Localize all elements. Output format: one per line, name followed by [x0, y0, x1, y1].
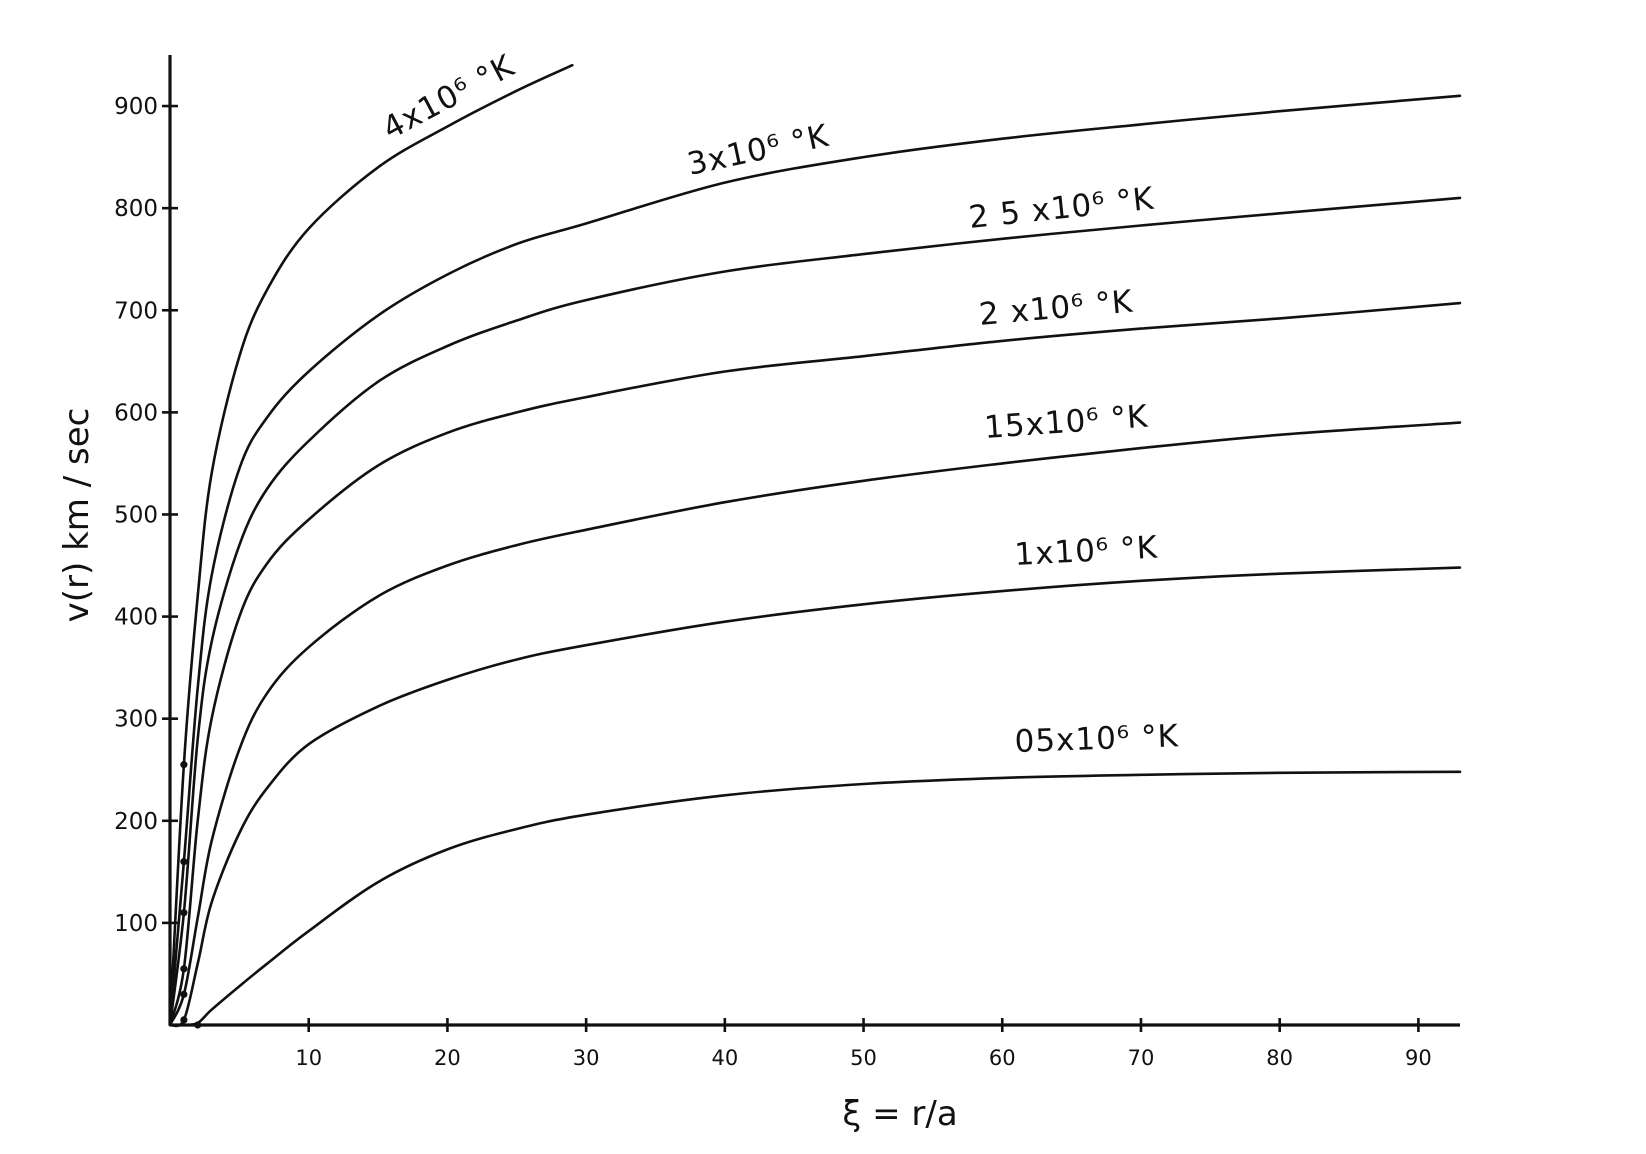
y-tick-label: 400 — [114, 605, 158, 631]
series-start-dot-0 — [180, 761, 188, 769]
series-line-3 — [168, 301, 1462, 1027]
series-line-6 — [182, 770, 1462, 1027]
y-tick-label: 300 — [114, 707, 158, 733]
series-line-0 — [168, 63, 574, 1027]
series-start-dot-1 — [180, 858, 188, 866]
x-ticks: 10 20 30 40 50 60 70 80 90 — [295, 1018, 1432, 1070]
y-tick-label: 800 — [114, 196, 158, 222]
series-start-dot-6 — [194, 1021, 202, 1029]
series-label-3: 2 x10⁶ °K — [978, 284, 1135, 333]
y-tick-label: 500 — [114, 502, 158, 528]
series-label-1: 3x10⁶ °K — [684, 118, 832, 183]
x-tick-label: 70 — [1128, 1046, 1155, 1070]
y-tick-label: 200 — [114, 809, 158, 835]
x-tick-label: 90 — [1405, 1046, 1432, 1070]
x-tick-label: 30 — [573, 1046, 600, 1070]
series-start-dot-5 — [180, 1016, 188, 1024]
series-label-6: 05x10⁶ °K — [1014, 718, 1180, 760]
x-axis-title: ξ = r/a — [842, 1094, 957, 1134]
series-start-dot-3 — [180, 965, 188, 973]
y-tick-label: 700 — [114, 298, 158, 324]
y-ticks: 100 200 300 400 500 600 700 800 900 — [114, 94, 178, 937]
series-line-5 — [168, 566, 1462, 1028]
series-line-2 — [168, 196, 1462, 1027]
x-tick-label: 20 — [434, 1046, 461, 1070]
x-tick-label: 40 — [711, 1046, 738, 1070]
series-label-5: 1x10⁶ °K — [1014, 530, 1159, 573]
series-line-1 — [168, 94, 1462, 1027]
y-tick-label: 600 — [114, 400, 158, 426]
x-tick-label: 50 — [850, 1046, 877, 1070]
x-tick-label: 80 — [1266, 1046, 1293, 1070]
series-line-4 — [168, 421, 1462, 1027]
y-tick-label: 900 — [114, 94, 158, 120]
series-label-0: 4x10⁶ °K — [377, 48, 521, 147]
series-start-dot-2 — [180, 909, 188, 917]
series-lines — [168, 63, 1462, 1029]
x-tick-label: 60 — [989, 1046, 1016, 1070]
series-start-dot-4 — [180, 990, 188, 998]
y-tick-label: 100 — [114, 911, 158, 937]
x-tick-label: 10 — [295, 1046, 322, 1070]
y-axis-title: v(r) km / sec — [57, 408, 97, 623]
axes — [168, 55, 1460, 1027]
series-label-4: 15x10⁶ °K — [983, 399, 1149, 446]
